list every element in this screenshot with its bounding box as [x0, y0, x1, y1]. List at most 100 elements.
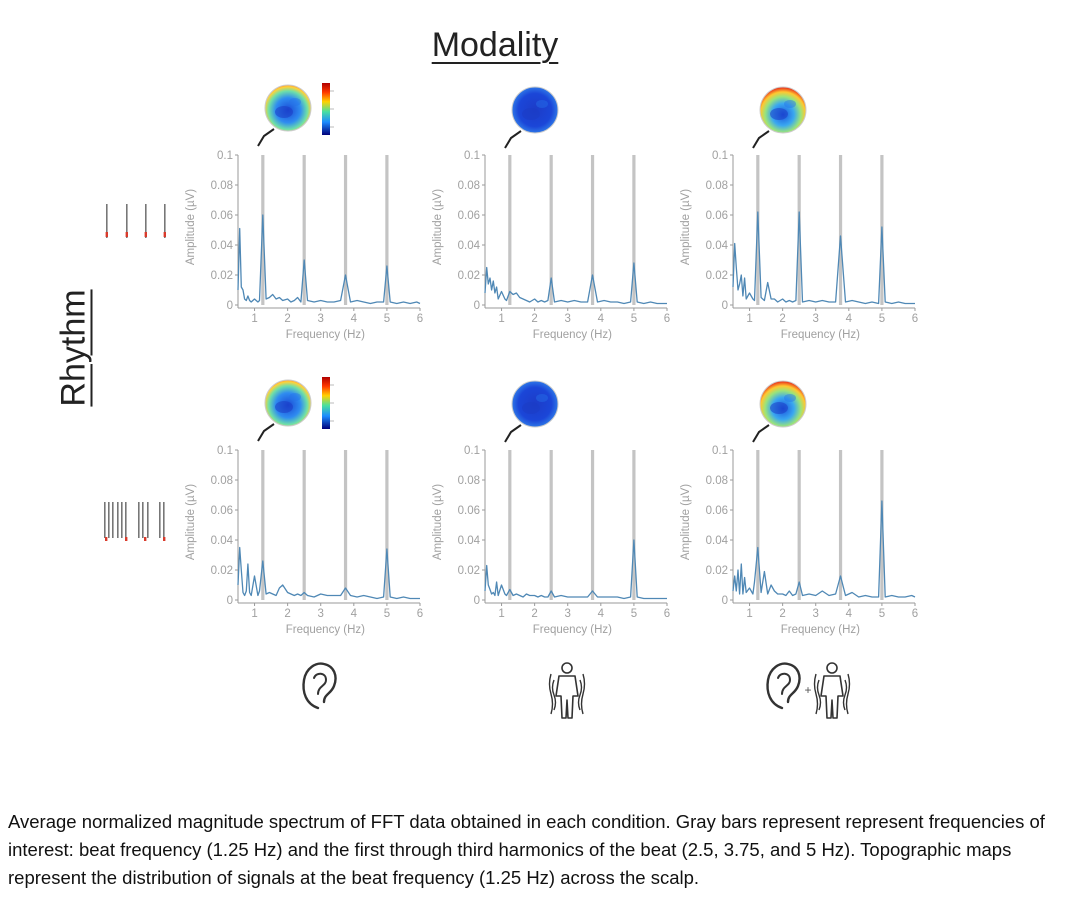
rhythm-beat-mark: [105, 232, 108, 237]
rhythm-event-stroke: [145, 204, 147, 238]
x-tick-label: 4: [598, 608, 605, 620]
x-tick-label: 2: [284, 608, 290, 620]
x-axis-label: Frequency (Hz): [781, 624, 860, 636]
frequency-bar: [756, 450, 760, 600]
spectrum-panel-r2c2: 0 0.02 0.04 0.06 0.08 0.1 1 2 3 4 5 6 Frequency (Hz)…: [432, 445, 670, 636]
frequency-bar: [549, 450, 553, 600]
spectrum-figure: 0 0.02 0.04 0.06 0.08 0.1 1 2 3 4 5 6 Frequency (Hz)…: [104, 83, 918, 719]
x-axis-label: Frequency (Hz): [286, 624, 365, 636]
topo-pointer-line: [504, 130, 522, 149]
y-tick-label: 0.04: [211, 240, 234, 252]
frequency-bar: [797, 155, 801, 305]
y-tick-label: 0.06: [706, 505, 728, 517]
scalp-map-blob: [522, 402, 540, 414]
colorbar-gradient: [322, 377, 330, 429]
vibration-wave: [816, 679, 822, 711]
rhythm-event-stroke: [163, 502, 165, 538]
y-tick-label: 0.08: [211, 180, 233, 192]
y-tick-label: 0.1: [712, 150, 728, 162]
scalp-map-blob: [275, 106, 293, 118]
x-tick-label: 2: [531, 313, 537, 325]
vibration-wave: [842, 679, 848, 711]
body-head: [561, 662, 573, 674]
x-axis-label: Frequency (Hz): [533, 329, 612, 341]
frequency-bar: [302, 155, 306, 305]
y-axis-label: Amplitude (µV): [185, 484, 197, 560]
y-tick-label: 0.08: [458, 475, 480, 487]
y-axis-label: Amplitude (µV): [680, 189, 692, 265]
y-tick-label: 0.02: [706, 270, 728, 282]
rhythm-event-stroke: [117, 502, 119, 538]
vibration-wave: [548, 673, 554, 715]
x-tick-label: 2: [779, 608, 785, 620]
y-tick-label: 0.04: [458, 240, 481, 252]
y-axis-label: Amplitude (µV): [185, 189, 197, 265]
x-tick-label: 4: [351, 313, 358, 325]
x-tick-label: 1: [746, 313, 752, 325]
ear-inner: [777, 672, 792, 695]
spectrum-panel-r2c1: 0 0.02 0.04 0.06 0.08 0.1 1 2 3 4 5 6 Frequency (Hz)…: [185, 445, 423, 636]
body-head: [826, 662, 838, 674]
modality-heading: Modality: [431, 26, 559, 64]
y-tick-label: 0.08: [458, 180, 480, 192]
ear-icon: [302, 662, 337, 710]
y-tick-label: 0.1: [464, 445, 480, 457]
x-tick-label: 3: [565, 608, 571, 620]
frequency-bar: [261, 450, 265, 600]
y-tick-label: 0.06: [458, 210, 480, 222]
y-tick-label: 0.1: [712, 445, 728, 457]
y-tick-label: 0.04: [706, 240, 729, 252]
topo-pointer-line: [257, 128, 275, 147]
rhythm-event-stroke: [112, 502, 114, 538]
topo-pointer-line: [752, 424, 770, 443]
frequency-bar: [838, 155, 843, 305]
y-tick-label: 0.04: [458, 535, 481, 547]
rhythm-event-stroke: [159, 502, 161, 538]
topo-pointer-line: [504, 424, 522, 443]
figure-caption: Average normalized magnitude spectrum of…: [8, 811, 1045, 888]
x-tick-label: 1: [251, 313, 257, 325]
topo-pointer-line: [752, 130, 770, 149]
topographic-map-r2c3: [752, 380, 807, 443]
x-tick-label: 5: [384, 608, 390, 620]
frequency-bar: [797, 450, 801, 600]
x-tick-label: 5: [879, 313, 885, 325]
spectrum-line: [484, 539, 667, 600]
scalp-map-blob: [770, 402, 788, 414]
scalp-map-blob: [289, 98, 301, 106]
frequency-bar: [508, 155, 512, 305]
x-tick-label: 5: [631, 608, 637, 620]
frequency-bar: [590, 155, 595, 305]
x-tick-label: 1: [746, 608, 752, 620]
rhythm-event-stroke: [147, 502, 149, 538]
ear-plus-body-icon: +: [766, 662, 851, 719]
frequency-bar: [385, 155, 389, 305]
topographic-map-r1c3: [752, 86, 807, 149]
x-tick-label: 6: [417, 608, 423, 620]
y-tick-label: 0.04: [706, 535, 729, 547]
vibration-wave: [845, 673, 851, 715]
y-tick-label: 0.08: [211, 475, 233, 487]
x-tick-label: 2: [779, 313, 785, 325]
rhythm-beat-mark: [163, 232, 166, 237]
y-tick-label: 0: [722, 595, 728, 607]
x-tick-label: 6: [417, 313, 423, 325]
spectrum-line: [237, 546, 420, 600]
scalp-map-blob: [536, 100, 548, 108]
rhythm-event-stroke: [138, 502, 140, 538]
y-tick-label: 0: [474, 595, 480, 607]
vibration-wave: [580, 673, 586, 715]
frequency-bar: [343, 155, 348, 305]
rhythm-beat-mark: [125, 232, 128, 237]
y-tick-label: 0.06: [211, 505, 233, 517]
rhythm-pattern-unsyncopated: [105, 204, 166, 238]
y-tick-label: 0.06: [458, 505, 480, 517]
y-tick-label: 0.1: [464, 150, 480, 162]
y-tick-label: 0: [722, 300, 728, 312]
topo-pointer-line: [257, 423, 275, 442]
spectrum-line: [484, 262, 667, 305]
x-tick-label: 5: [879, 608, 885, 620]
rhythm-pattern-syncopated: [104, 502, 166, 541]
rhythm-event-stroke: [126, 204, 128, 238]
frequency-bar: [302, 450, 306, 600]
